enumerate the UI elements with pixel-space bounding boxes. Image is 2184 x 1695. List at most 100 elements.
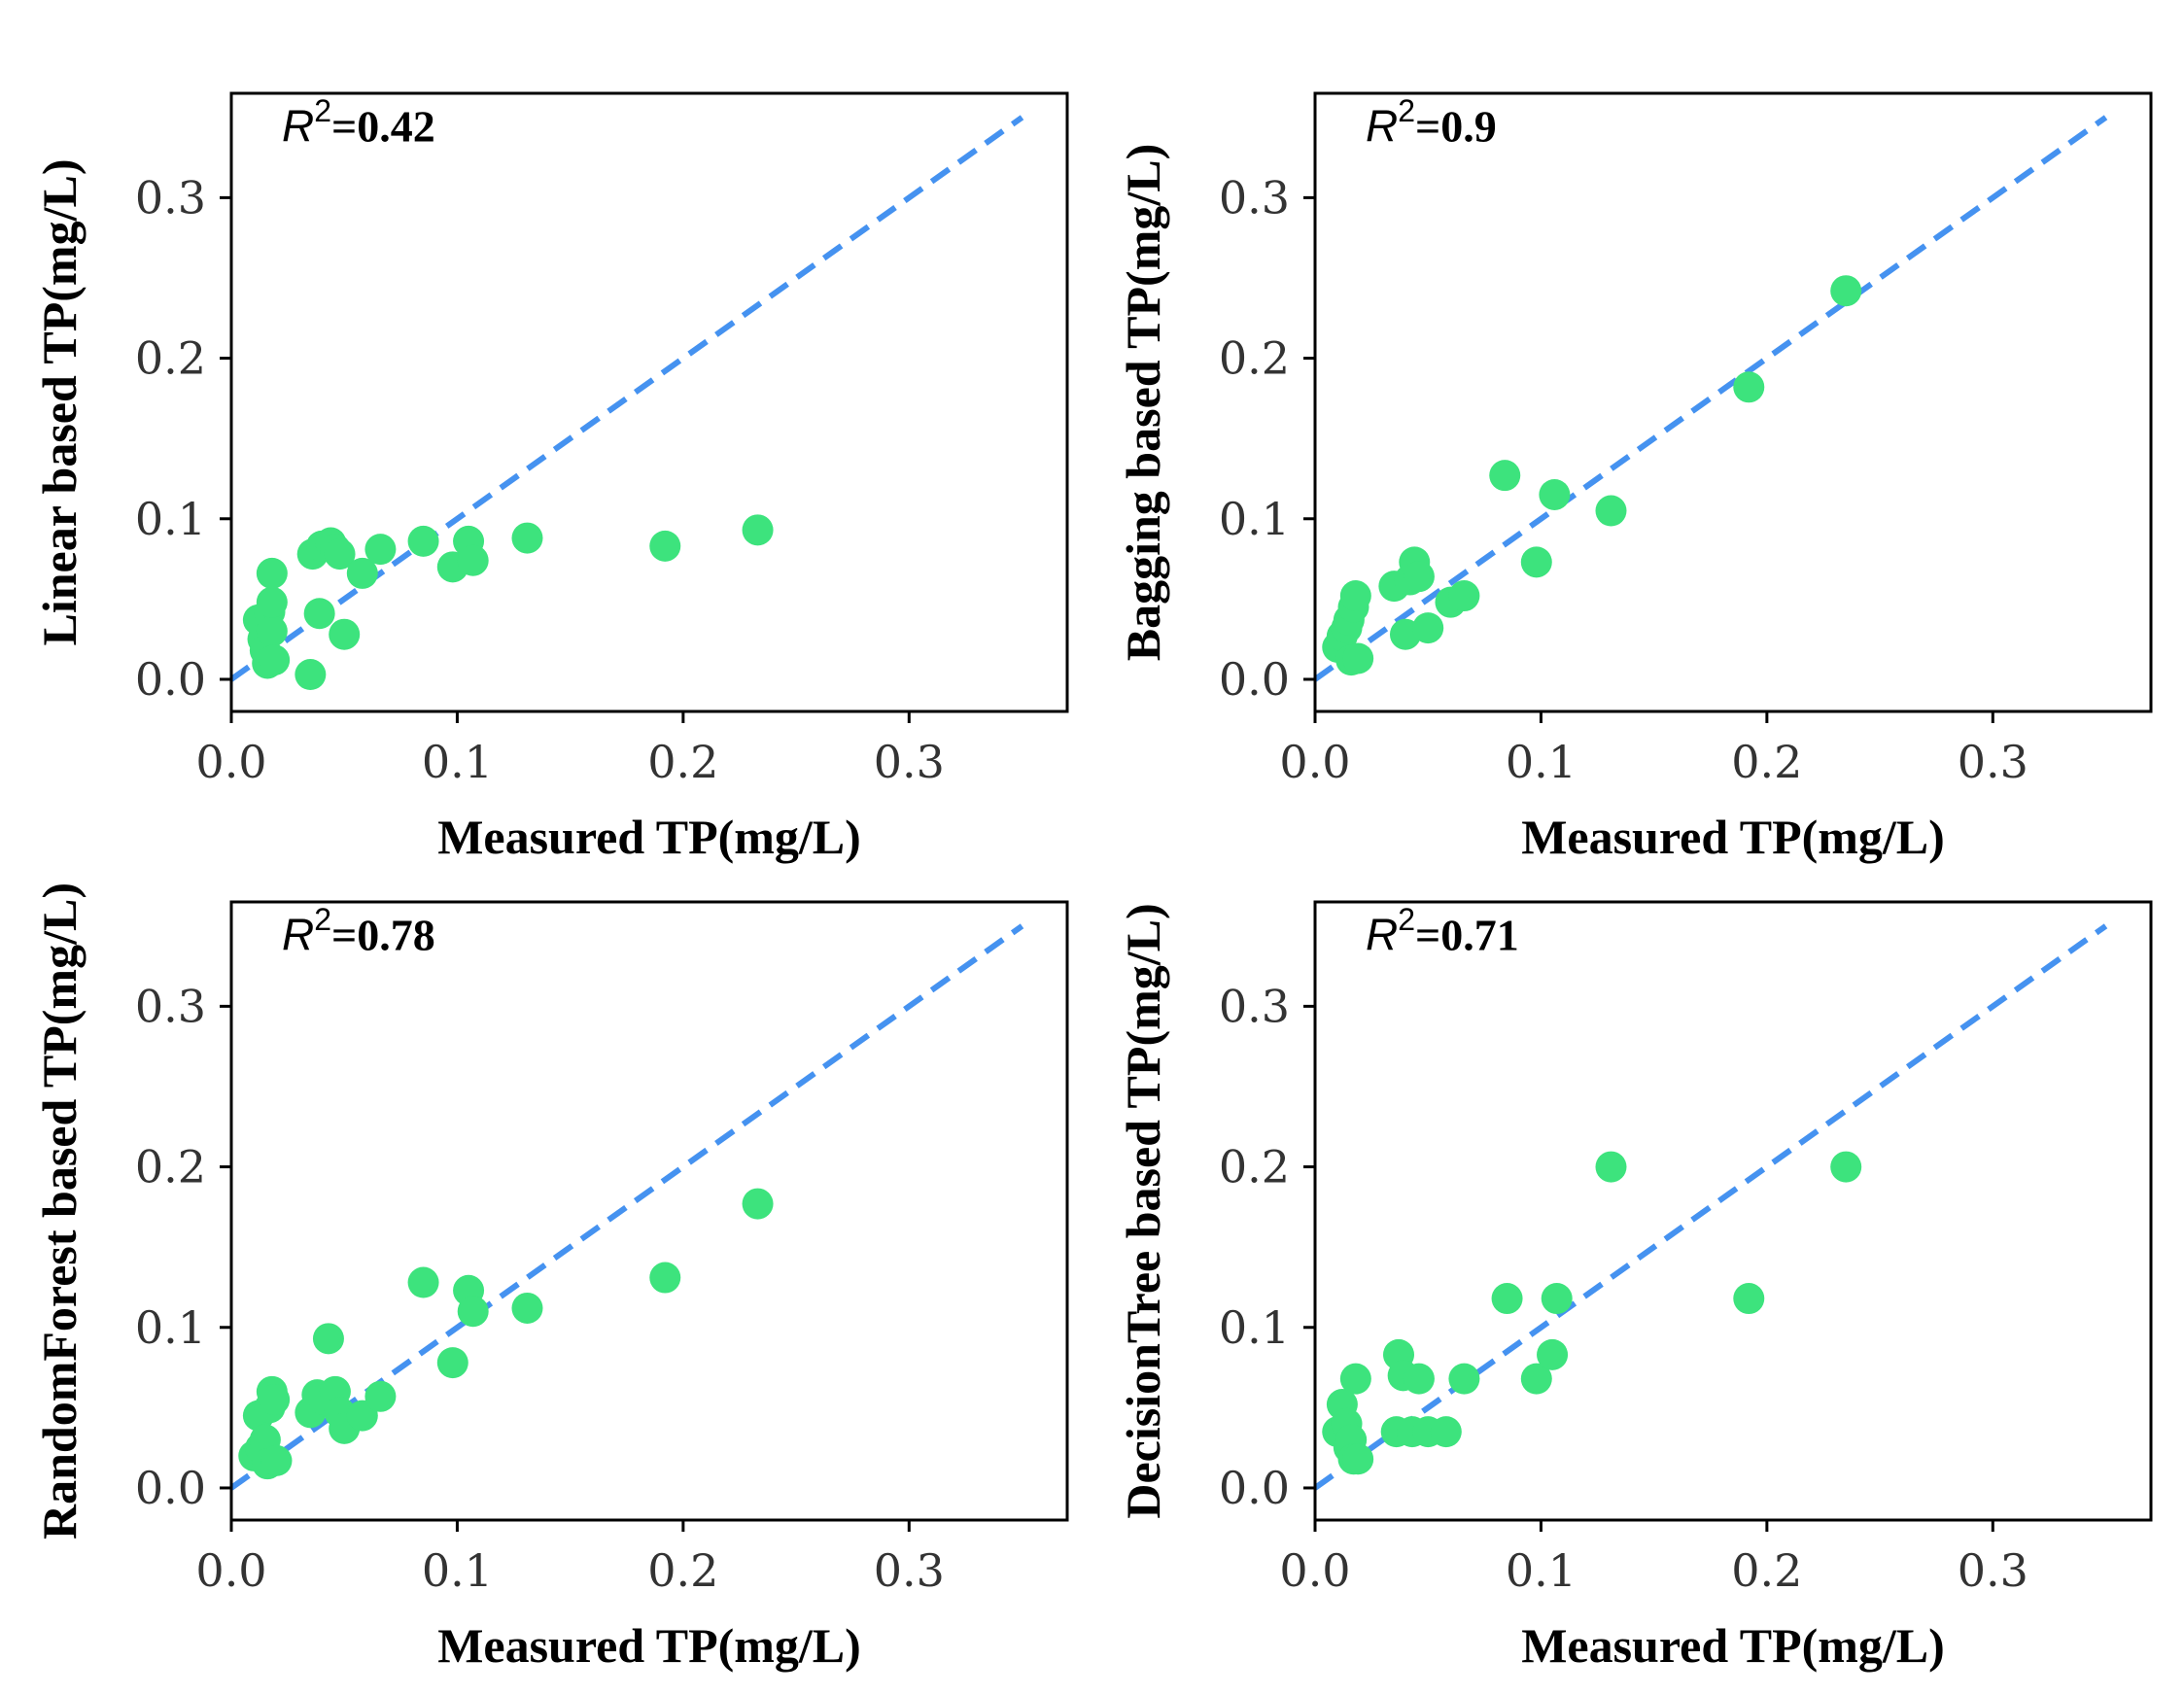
y-axis-label: Linear based TP(mg/L)	[32, 158, 87, 646]
r2-value: =0.78	[331, 910, 435, 960]
y-axis-label: RandomForest based TP(mg/L)	[32, 882, 87, 1539]
data-point	[256, 615, 288, 647]
data-point	[259, 1384, 291, 1416]
y-tick-label: 0.0	[135, 653, 206, 706]
y-tick-label: 0.3	[1219, 980, 1290, 1032]
y-tick-label: 0.1	[1219, 493, 1290, 545]
y-tick-label: 0.0	[1219, 1462, 1290, 1514]
data-point	[1448, 580, 1480, 612]
data-point	[256, 586, 288, 618]
data-point	[1403, 1363, 1435, 1395]
r2-annotation: R2=0.71	[1366, 902, 1519, 960]
data-point	[1412, 612, 1444, 644]
y-tick-label: 0.1	[135, 1301, 206, 1354]
data-point	[1342, 642, 1374, 675]
data-point	[457, 544, 489, 576]
data-point	[1830, 275, 1862, 307]
x-tick-label: 0.3	[1958, 736, 2028, 788]
plot-area: 0.0 0.1 0.2 0.3 0.0 0.1 0.2 0.3	[135, 900, 1069, 1597]
y-tick-label: 0.2	[1219, 1141, 1290, 1193]
x-tick-label: 0.2	[647, 736, 718, 788]
data-point	[1489, 460, 1521, 492]
y-tick-label: 0.2	[1219, 332, 1290, 385]
data-point	[511, 1292, 543, 1324]
data-point	[457, 1296, 489, 1328]
x-tick-label: 0.3	[1958, 1544, 2028, 1597]
y-tick-label: 0.1	[135, 493, 206, 545]
r2-annotation: R2=0.42	[282, 93, 435, 152]
identity-line	[1313, 923, 2108, 1491]
y-tick-label: 0.0	[1219, 653, 1290, 706]
data-point	[256, 557, 288, 589]
data-point	[346, 557, 378, 589]
data-point	[1403, 561, 1435, 593]
y-tick-label: 0.3	[1219, 171, 1290, 224]
x-tick-label: 0.3	[874, 1544, 945, 1597]
x-tick-label: 0.0	[195, 736, 266, 788]
data-point	[1520, 546, 1552, 578]
data-point	[259, 644, 291, 676]
r2-symbol: R	[282, 909, 315, 960]
y-tick-label: 0.2	[135, 1141, 206, 1193]
data-point	[1595, 1151, 1627, 1183]
data-point	[1830, 1151, 1862, 1183]
plot-area: 0.0 0.1 0.2 0.3 0.0 0.1 0.2 0.3	[1219, 91, 2153, 788]
y-tick-label: 0.2	[135, 332, 206, 385]
data-point	[1339, 1363, 1371, 1395]
data-point	[1491, 1283, 1523, 1315]
x-axis-label: Measured TP(mg/L)	[1521, 1618, 1945, 1673]
subplot-c: 0.0 0.1 0.2 0.3 0.0 0.1 0.2 0.3 R2=0.78 Measured …	[0, 809, 1079, 1673]
data-point	[1342, 1443, 1374, 1475]
y-tick-label: 0.0	[135, 1462, 206, 1514]
r2-exponent: 2	[314, 93, 332, 128]
axes-frame	[229, 91, 1069, 713]
data-point	[324, 538, 356, 571]
data-point	[1733, 1283, 1765, 1315]
r2-value: =0.9	[1415, 101, 1497, 152]
r2-exponent: 2	[1398, 902, 1416, 937]
y-tick-label: 0.1	[1219, 1301, 1290, 1354]
r2-symbol: R	[1366, 100, 1399, 152]
data-point	[329, 618, 361, 650]
x-tick-label: 0.0	[1279, 1544, 1350, 1597]
data-point	[407, 1266, 439, 1298]
data-point	[1733, 371, 1765, 403]
y-axis-label: DecisionTree based TP(mg/L)	[1116, 903, 1170, 1519]
r2-annotation: R2=0.9	[1366, 93, 1497, 152]
axes-frame	[229, 900, 1069, 1522]
data-point	[1595, 495, 1627, 527]
axes-frame	[1313, 900, 2153, 1522]
data-point	[303, 598, 335, 630]
plot-area: 0.0 0.1 0.2 0.3 0.0 0.1 0.2 0.3	[135, 91, 1069, 788]
data-point	[407, 525, 439, 557]
data-point	[1339, 580, 1371, 612]
data-point	[649, 530, 681, 562]
r2-exponent: 2	[314, 902, 332, 937]
data-point	[295, 659, 327, 691]
identity-line	[229, 923, 1024, 1491]
x-tick-label: 0.1	[422, 736, 493, 788]
x-tick-label: 0.1	[1506, 1544, 1577, 1597]
data-point	[364, 534, 397, 566]
y-tick-label: 0.3	[135, 980, 206, 1032]
identity-line	[1313, 115, 2108, 682]
x-tick-label: 0.1	[422, 1544, 493, 1597]
y-tick-label: 0.3	[135, 171, 206, 224]
subplot-a: 0.0 0.1 0.2 0.3 0.0 0.1 0.2 0.3 R2=0.42 Measured …	[0, 0, 1079, 864]
data-point	[364, 1380, 397, 1412]
x-tick-label: 0.2	[647, 1544, 718, 1597]
r2-annotation: R2=0.78	[282, 902, 435, 960]
data-point	[1537, 1338, 1569, 1370]
r2-symbol: R	[282, 100, 315, 152]
subplot-d: 0.0 0.1 0.2 0.3 0.0 0.1 0.2 0.3 R2=0.71 Measured …	[1084, 809, 2163, 1673]
data-point	[649, 1262, 681, 1294]
x-tick-label: 0.3	[874, 736, 945, 788]
x-tick-label: 0.2	[1731, 1544, 1802, 1597]
data-point	[742, 514, 774, 546]
data-point	[1539, 478, 1571, 510]
x-tick-label: 0.0	[1279, 736, 1350, 788]
r2-symbol: R	[1366, 909, 1399, 960]
subplot-b: 0.0 0.1 0.2 0.3 0.0 0.1 0.2 0.3 R2=0.9 Measured T…	[1084, 0, 2163, 864]
data-point	[1520, 1363, 1552, 1395]
